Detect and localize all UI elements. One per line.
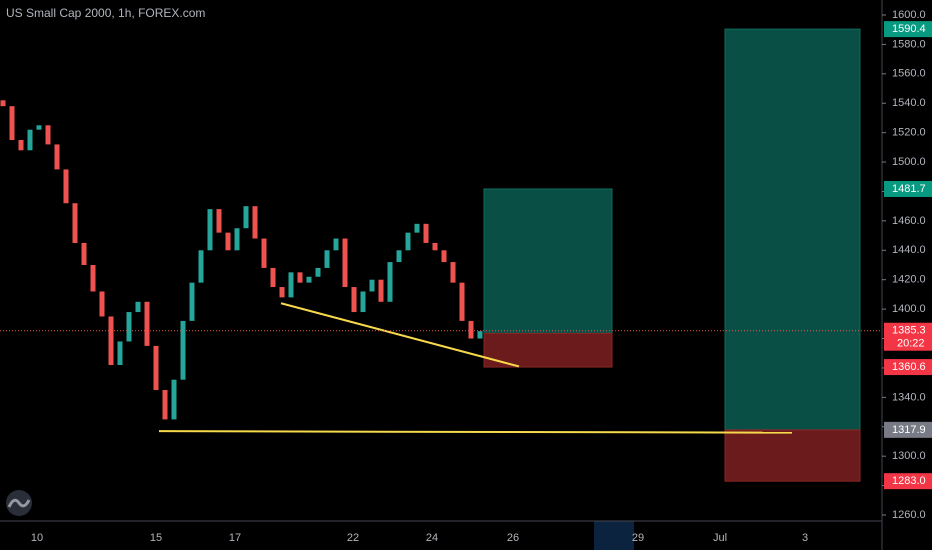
candle xyxy=(117,341,123,365)
price-tick-label: 1580.0 xyxy=(892,38,926,50)
price-tick-label: 1500.0 xyxy=(892,156,926,168)
candle xyxy=(378,279,384,302)
price-tick-label: 1520.0 xyxy=(892,127,926,139)
candle xyxy=(162,390,168,420)
candle xyxy=(108,316,114,365)
candle xyxy=(360,291,366,313)
price-tag xyxy=(884,359,932,376)
candle xyxy=(198,250,204,283)
time-cursor-highlight xyxy=(594,521,634,550)
price-tick-label: 1260.0 xyxy=(892,509,926,521)
price-tag-label: 1360.6 xyxy=(892,361,926,373)
price-tag xyxy=(884,421,932,438)
candle xyxy=(171,379,177,420)
price-tick-label: 1600.0 xyxy=(892,9,926,21)
candle xyxy=(45,125,51,145)
candle xyxy=(270,267,276,288)
price-tag xyxy=(884,473,932,490)
candle xyxy=(216,209,222,233)
candle xyxy=(369,279,375,292)
time-tick-label: 3 xyxy=(802,532,808,544)
price-tick-label: 1300.0 xyxy=(892,450,926,462)
candle xyxy=(414,223,420,233)
trendline xyxy=(158,430,793,434)
candle xyxy=(54,144,60,170)
logo[interactable] xyxy=(6,490,32,516)
trendline xyxy=(280,302,520,368)
candle xyxy=(72,203,78,243)
candle xyxy=(153,345,159,390)
candle xyxy=(297,272,303,283)
candle xyxy=(225,232,231,251)
candle xyxy=(36,125,42,130)
candle xyxy=(18,140,24,151)
price-tick-label: 1400.0 xyxy=(892,303,926,315)
candle xyxy=(126,312,132,342)
candle xyxy=(189,282,195,321)
price-tick-label: 1420.0 xyxy=(892,274,926,286)
price-tag xyxy=(884,180,932,197)
candle xyxy=(387,262,393,302)
candle xyxy=(243,206,249,229)
candle xyxy=(459,282,465,321)
loss-zone xyxy=(483,332,613,368)
chart-title: US Small Cap 2000, 1h, FOREX.com xyxy=(6,6,205,20)
candle xyxy=(261,238,267,268)
candle xyxy=(288,272,294,298)
candle xyxy=(441,250,447,263)
price-tag-label: 1317.9 xyxy=(892,424,926,436)
candle xyxy=(315,267,321,277)
candle xyxy=(324,250,330,268)
price-tag xyxy=(884,21,932,38)
time-tick-label: 29 xyxy=(632,532,644,544)
price-tick-label: 1540.0 xyxy=(892,97,926,109)
candle xyxy=(27,129,33,151)
price-tick-label: 1340.0 xyxy=(892,391,926,403)
candle xyxy=(63,169,69,204)
time-tick-label: 15 xyxy=(150,532,162,544)
price-tag-label: 1283.0 xyxy=(892,475,926,487)
time-tick-label: 26 xyxy=(507,532,519,544)
candle xyxy=(342,238,348,288)
price-tick-label: 1560.0 xyxy=(892,68,926,80)
candle xyxy=(351,287,357,313)
profit-zone xyxy=(724,28,861,431)
time-tick-label: Jul xyxy=(713,532,727,544)
price-tag-label: 1590.4 xyxy=(892,23,926,35)
candle xyxy=(234,228,240,251)
candle xyxy=(0,100,6,107)
candle xyxy=(81,242,87,265)
candle xyxy=(450,262,456,283)
candle xyxy=(468,320,474,339)
candle xyxy=(180,320,186,380)
candle xyxy=(405,232,411,251)
candle xyxy=(306,276,312,283)
time-tick-label: 17 xyxy=(229,532,241,544)
candle xyxy=(252,206,258,239)
current-price-tag xyxy=(884,322,932,351)
price-tag-label: 1481.7 xyxy=(892,183,926,195)
candle xyxy=(135,301,141,313)
price-tick-label: 1460.0 xyxy=(892,215,926,227)
candle xyxy=(423,223,429,243)
time-tick-label: 10 xyxy=(31,532,43,544)
candle xyxy=(396,250,402,263)
candle xyxy=(99,291,105,317)
profit-zone xyxy=(483,188,613,334)
candle xyxy=(333,238,339,251)
candle xyxy=(9,106,15,140)
countdown-label: 20:22 xyxy=(897,338,925,350)
candle xyxy=(144,301,150,346)
current-price-label: 1385.3 xyxy=(892,325,926,337)
candle xyxy=(90,265,96,292)
time-tick-label: 22 xyxy=(347,532,359,544)
candle xyxy=(432,242,438,251)
candle xyxy=(207,209,213,251)
candle xyxy=(279,287,285,298)
price-tick-label: 1440.0 xyxy=(892,244,926,256)
candle xyxy=(477,331,483,339)
time-tick-label: 24 xyxy=(426,532,438,544)
loss-zone xyxy=(724,429,861,482)
